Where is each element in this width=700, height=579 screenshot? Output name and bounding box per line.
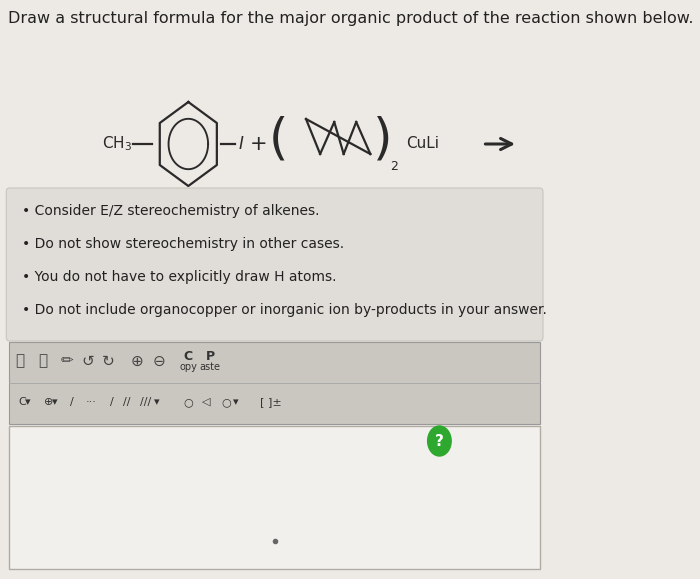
Text: ///: /// <box>140 397 152 407</box>
Text: 🤚: 🤚 <box>15 354 24 368</box>
Text: ▾: ▾ <box>232 397 238 407</box>
Text: ⊕: ⊕ <box>44 397 53 407</box>
Text: /: / <box>70 397 74 407</box>
Text: ▾: ▾ <box>25 397 31 407</box>
Text: 2: 2 <box>390 159 398 173</box>
Text: 📋: 📋 <box>38 354 48 368</box>
Text: • You do not have to explicitly draw H atoms.: • You do not have to explicitly draw H a… <box>22 270 337 284</box>
FancyBboxPatch shape <box>6 188 543 341</box>
Text: ⊕: ⊕ <box>131 354 144 368</box>
Text: CuLi: CuLi <box>407 137 440 152</box>
FancyBboxPatch shape <box>9 426 540 569</box>
Text: /: / <box>109 397 113 407</box>
Text: • Do not show stereochemistry in other cases.: • Do not show stereochemistry in other c… <box>22 237 344 251</box>
Text: ✏: ✏ <box>60 354 73 368</box>
Circle shape <box>428 426 452 456</box>
Text: (: ( <box>269 115 288 163</box>
Text: aste: aste <box>199 362 220 372</box>
Text: ↺: ↺ <box>81 354 94 368</box>
Text: P: P <box>206 350 215 364</box>
Text: Draw a structural formula for the major organic product of the reaction shown be: Draw a structural formula for the major … <box>8 11 693 26</box>
Text: [ ]±: [ ]± <box>260 397 281 407</box>
Text: ): ) <box>373 115 393 163</box>
Text: ⊖: ⊖ <box>152 354 165 368</box>
Text: //: // <box>123 397 131 407</box>
Text: ○: ○ <box>221 397 231 407</box>
Text: ↻: ↻ <box>102 354 115 368</box>
Text: • Do not include organocopper or inorganic ion by-products in your answer.: • Do not include organocopper or inorgan… <box>22 303 547 317</box>
Text: C: C <box>184 350 193 364</box>
Text: • Consider E/Z stereochemistry of alkenes.: • Consider E/Z stereochemistry of alkene… <box>22 204 319 218</box>
Text: ◁: ◁ <box>202 397 211 407</box>
Text: +: + <box>250 134 267 154</box>
Text: opy: opy <box>179 362 197 372</box>
FancyBboxPatch shape <box>9 342 540 424</box>
Text: CH$_3$: CH$_3$ <box>102 135 132 153</box>
Text: ?: ? <box>435 434 444 449</box>
Text: I: I <box>239 135 244 153</box>
Text: ○: ○ <box>183 397 193 407</box>
Text: C: C <box>18 397 26 407</box>
Text: ···: ··· <box>85 397 97 407</box>
Text: ▾: ▾ <box>154 397 160 407</box>
Text: ▾: ▾ <box>52 397 57 407</box>
